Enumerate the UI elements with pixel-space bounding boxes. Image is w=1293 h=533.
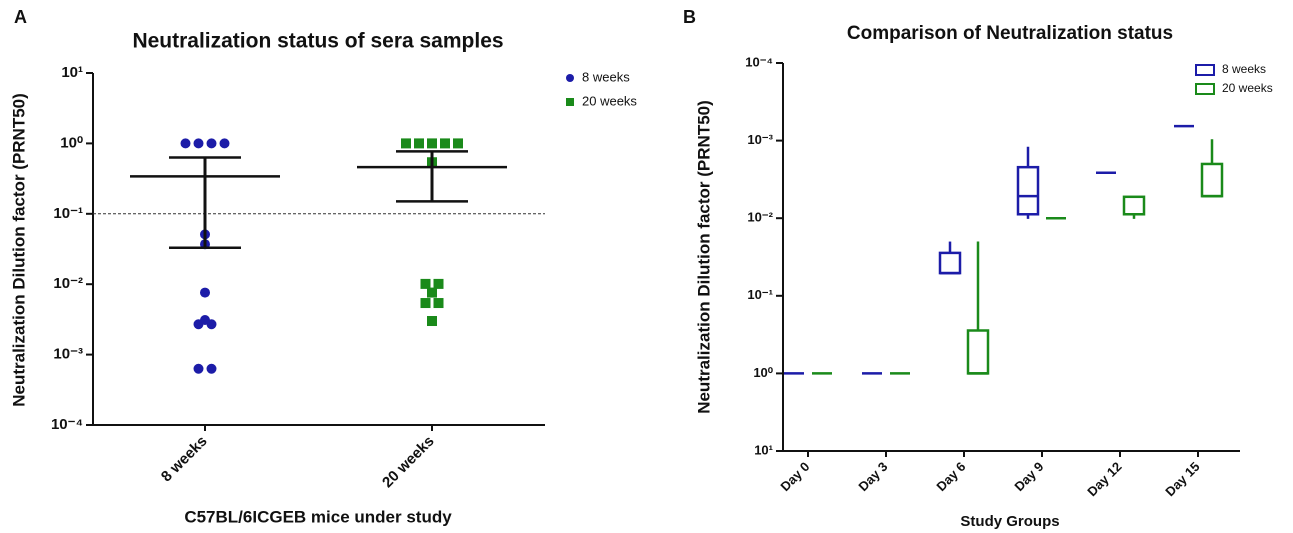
y-tick-label: 10⁰ [60,134,83,151]
x-tick-label: Day 9 [1011,459,1046,494]
data-point [401,138,411,149]
box [1200,162,1224,198]
data-point [433,278,444,289]
data-point [206,138,217,149]
box [1122,195,1146,216]
chart-title: Comparison of Neutralization status [847,23,1173,44]
data-point [453,138,463,149]
legend-marker [566,74,574,82]
legend-label: 8 weeks [582,69,630,84]
data-point [414,138,424,149]
data-point [180,138,191,149]
x-tick-label: Day 15 [1162,459,1202,499]
box [1016,165,1040,216]
y-axis-label: Neutralization Dilution factor (PRNT50) [694,100,713,414]
panel-label: B [683,7,696,27]
data-point [420,278,431,289]
chart-title: Neutralization status of sera samples [132,30,503,53]
legend-marker [566,98,574,106]
y-axis-label: Neutralization Dilution factor (PRNT50) [9,93,28,407]
data-point [219,138,230,149]
y-tick-label: 10⁻² [747,210,773,225]
data-point [193,138,204,149]
x-tick-label: 8 weeks [158,433,211,486]
legend-label: 20 weeks [1222,81,1273,95]
y-tick-label: 10⁰ [753,365,773,380]
box [938,251,962,275]
x-tick-label: Day 12 [1084,459,1124,499]
y-tick-label: 10⁻⁴ [745,54,773,69]
data-point [433,298,444,309]
y-tick-label: 10⁻⁴ [51,416,83,433]
x-axis-label: C57BL/6ICGEB mice under study [184,507,452,526]
data-point [193,363,204,374]
data-point [440,138,450,149]
data-point [427,138,437,149]
data-point [427,287,437,298]
x-tick-label: Day 6 [933,459,968,494]
panel-label: A [14,7,27,27]
y-tick-label: 10⁻¹ [53,205,83,222]
legend-marker [1195,83,1215,95]
legend-label: 8 weeks [1222,62,1266,76]
y-tick-label: 10⁻³ [747,132,773,147]
data-point [200,315,210,326]
y-tick-label: 10¹ [754,442,773,457]
data-point [206,363,217,374]
x-tick-label: Day 3 [855,459,890,494]
y-tick-label: 10⁻³ [53,346,83,363]
y-tick-label: 10⁻¹ [747,287,773,302]
data-point [420,298,431,309]
box [966,329,990,375]
data-point [427,316,437,327]
x-tick-label: Day 0 [777,459,812,494]
data-point [200,287,210,298]
legend-marker [1195,64,1215,76]
legend-label: 20 weeks [582,93,637,108]
y-tick-label: 10¹ [61,64,83,81]
x-axis-label: Study Groups [960,513,1059,530]
x-tick-label: 20 weeks [379,433,438,492]
y-tick-label: 10⁻² [53,275,83,292]
